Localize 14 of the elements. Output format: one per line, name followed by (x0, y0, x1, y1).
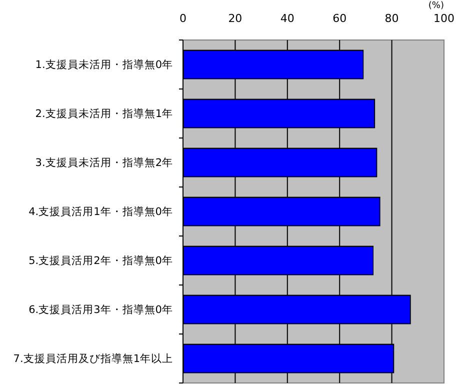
y-tick-label: 4.支援員活用1年・指導無0年 (28, 205, 173, 218)
x-axis-title: (%) (428, 1, 444, 11)
y-tick-label: 5.支援員活用2年・指導無0年 (28, 254, 173, 268)
x-tick-label: 60 (332, 12, 347, 25)
y-tick-label: 7.支援員活用及び指導無1年以上 (13, 352, 173, 366)
x-tick-label: 20 (228, 12, 242, 25)
y-tick-label: 6.支援員活用3年・指導無0年 (28, 303, 173, 316)
y-tick-label: 1.支援員未活用・指導無0年 (35, 58, 173, 72)
x-tick-label: 100 (434, 12, 454, 25)
y-tick-label: 2.支援員未活用・指導無1年 (35, 107, 173, 120)
y-tick-label: 3.支援員未活用・指導無2年 (35, 156, 173, 170)
x-tick-label: 0 (180, 12, 186, 25)
x-tick-label: 40 (280, 12, 294, 25)
x-tick-label: 80 (384, 12, 399, 25)
